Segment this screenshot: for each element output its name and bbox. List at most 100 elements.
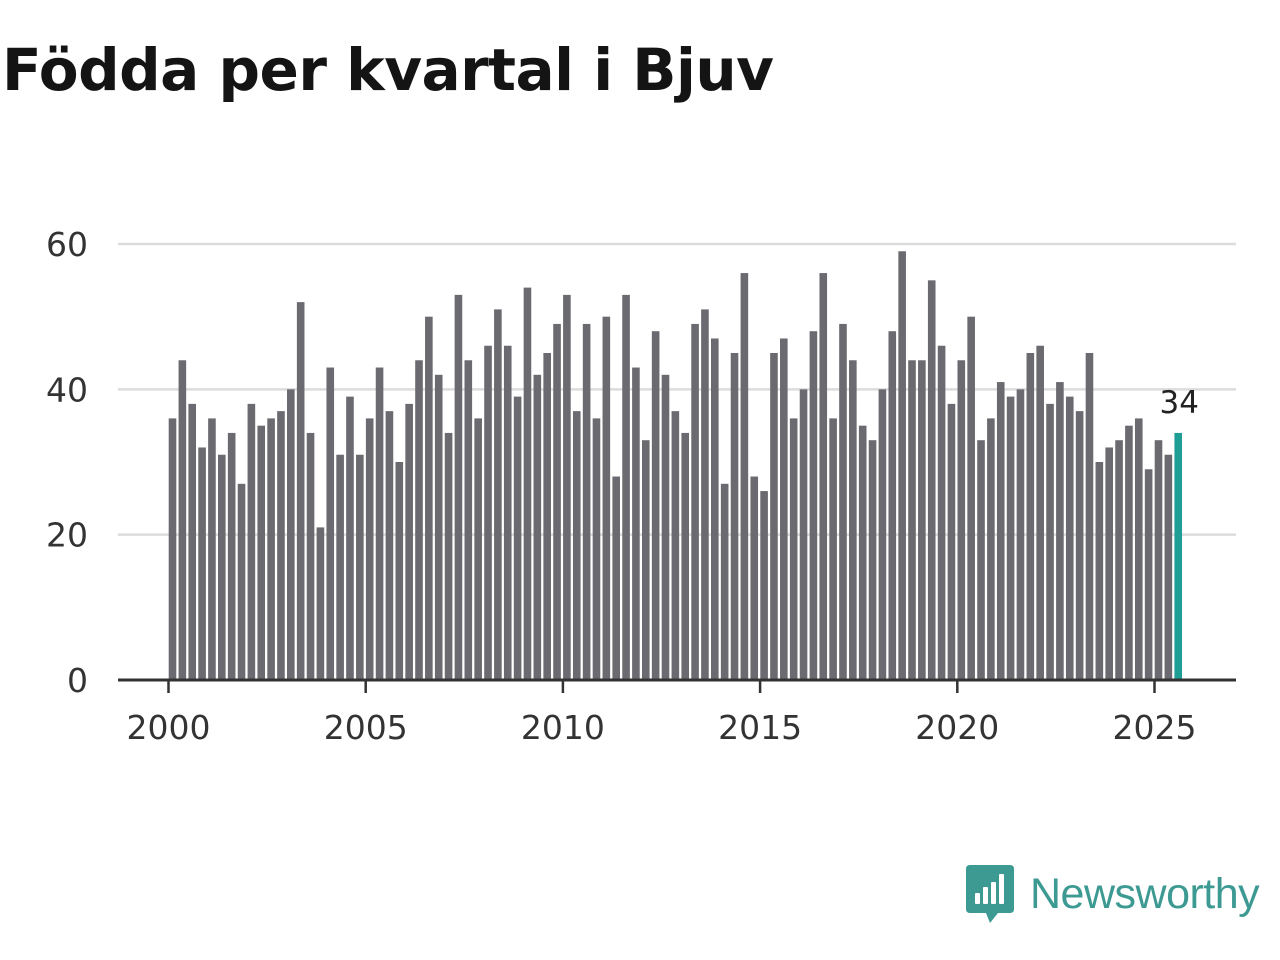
bar xyxy=(188,403,197,680)
bar xyxy=(267,418,275,680)
bar xyxy=(326,367,335,680)
bar xyxy=(799,389,808,680)
bar xyxy=(730,353,739,680)
x-tick-label: 2025 xyxy=(1113,708,1197,747)
bar xyxy=(1075,411,1084,680)
bar xyxy=(789,418,798,680)
bar xyxy=(1006,396,1015,680)
bar xyxy=(632,367,640,680)
bar xyxy=(513,396,522,680)
bar xyxy=(711,338,719,680)
bar xyxy=(395,462,404,680)
bar xyxy=(1164,454,1173,680)
bar xyxy=(819,273,828,680)
bar xyxy=(415,360,423,680)
bar xyxy=(602,316,611,680)
bar xyxy=(1115,440,1123,680)
bar-last-quarter xyxy=(1174,432,1183,680)
x-axis xyxy=(118,678,1236,693)
bar xyxy=(356,454,364,680)
bar xyxy=(691,323,699,680)
bar xyxy=(918,360,926,680)
bar xyxy=(168,418,177,680)
bar xyxy=(780,338,788,680)
bar xyxy=(1105,447,1113,680)
bar xyxy=(1056,382,1064,680)
x-tick-label: 2015 xyxy=(718,708,802,747)
bar xyxy=(1095,462,1104,680)
bar xyxy=(622,294,630,680)
bar xyxy=(316,527,325,680)
y-tick-label: 60 xyxy=(46,225,88,264)
bar xyxy=(750,476,759,680)
bar xyxy=(454,294,463,680)
bar xyxy=(533,374,542,680)
bar xyxy=(277,411,285,680)
bar xyxy=(592,418,601,680)
y-tick-label: 40 xyxy=(46,370,88,409)
bar xyxy=(839,323,847,680)
bar xyxy=(1154,440,1163,680)
newsworthy-brand[interactable]: Newsworthy xyxy=(964,862,1260,926)
bar xyxy=(849,360,857,680)
bar xyxy=(227,432,236,680)
bar xyxy=(740,273,749,680)
bar xyxy=(720,483,729,680)
bar xyxy=(464,360,473,680)
bar-chart: 0 20 40 60 34 2000 2005 2010 2015 2020 2025 xyxy=(46,225,1236,747)
bar xyxy=(927,280,936,680)
brand-name: Newsworthy xyxy=(1030,869,1260,918)
bar xyxy=(296,302,305,680)
bar xyxy=(385,411,394,680)
bar xyxy=(1046,403,1054,680)
bar xyxy=(977,440,985,680)
last-value-label: 34 xyxy=(1159,385,1198,421)
bar xyxy=(1125,425,1133,680)
bar xyxy=(701,309,709,680)
bar xyxy=(770,353,778,680)
bar xyxy=(760,491,768,680)
bar xyxy=(178,360,187,680)
bar xyxy=(1065,396,1074,680)
x-tick-label: 2020 xyxy=(915,708,999,747)
bar xyxy=(1036,345,1044,680)
bar xyxy=(1016,389,1025,680)
bar xyxy=(661,374,670,680)
tick-labels: 0 20 40 60 34 2000 2005 2010 2015 2020 2025 xyxy=(46,225,1199,747)
bar xyxy=(365,418,374,680)
bar xyxy=(237,483,246,680)
bar xyxy=(553,323,561,680)
bars xyxy=(168,251,1183,680)
bar xyxy=(1085,353,1094,680)
bar xyxy=(957,360,966,680)
bar xyxy=(612,476,620,680)
bar xyxy=(888,331,897,680)
bar xyxy=(444,432,453,680)
y-tick-label: 0 xyxy=(67,661,88,700)
bar xyxy=(651,331,660,680)
bar xyxy=(572,411,581,680)
bar xyxy=(346,396,354,680)
bar xyxy=(1134,418,1143,680)
x-tick-label: 2000 xyxy=(127,708,211,747)
bar xyxy=(1144,469,1153,680)
bar xyxy=(543,353,551,680)
bar xyxy=(503,345,512,680)
bar xyxy=(257,425,266,680)
bar xyxy=(996,382,1005,680)
y-tick-label: 20 xyxy=(46,516,88,555)
bar xyxy=(425,316,433,680)
newsworthy-logo-icon xyxy=(966,865,1014,923)
bar xyxy=(434,374,443,680)
bar xyxy=(937,345,946,680)
bar xyxy=(641,440,650,680)
bar xyxy=(987,418,995,680)
bar xyxy=(868,440,877,680)
bar xyxy=(375,367,384,680)
x-tick-label: 2005 xyxy=(324,708,408,747)
bar xyxy=(484,345,492,680)
bar xyxy=(287,389,295,680)
bar xyxy=(336,454,344,680)
bar xyxy=(563,294,571,680)
bar xyxy=(306,432,315,680)
